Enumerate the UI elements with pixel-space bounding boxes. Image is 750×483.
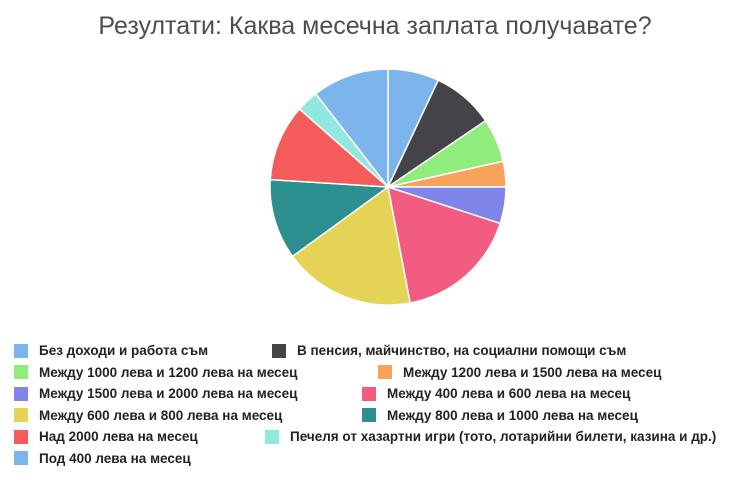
legend-item[interactable]: Между 600 лева и 800 лева на месец	[14, 408, 282, 423]
legend-label: Между 800 лева и 1000 лева на месец	[387, 407, 638, 423]
legend-swatch	[14, 429, 28, 444]
legend-item[interactable]: Без доходи и работа съм	[14, 343, 208, 358]
legend-label: Между 400 лева и 600 лева на месец	[387, 386, 631, 401]
legend-item[interactable]: Печеля от хазартни игри (тото, лотарийни…	[265, 429, 716, 444]
legend-item[interactable]: Между 1000 лева и 1200 лева на месец	[14, 365, 297, 380]
legend-item[interactable]: В пенсия, майчинство, на социални помощи…	[272, 343, 626, 358]
legend-swatch	[362, 386, 376, 401]
pie-slice[interactable]	[314, 68, 389, 190]
pie-slice[interactable]	[269, 178, 391, 258]
legend-label: Между 600 лева и 800 лева на месец	[39, 407, 283, 423]
legend-label: Над 2000 лева на месец	[39, 429, 198, 444]
legend-swatch	[14, 408, 28, 422]
legend-label: Между 1200 лева и 1500 лева на месец	[403, 364, 662, 380]
legend-swatch	[14, 365, 28, 379]
legend-item[interactable]: Между 1500 лева и 2000 лева на месец	[14, 386, 297, 401]
legend-swatch	[14, 343, 28, 358]
legend-swatch	[362, 408, 376, 422]
legend-label: Между 1000 лева и 1200 лева на месец	[39, 364, 298, 380]
legend-label: Между 1500 лева и 2000 лева на месец	[39, 386, 298, 401]
legend-swatch	[14, 451, 28, 465]
legend-item[interactable]: Над 2000 лева на месец	[14, 429, 198, 444]
legend-label: Печеля от хазартни игри (тото, лотарийни…	[290, 429, 717, 444]
legend-swatch	[265, 429, 279, 444]
legend-label: Без доходи и работа съм	[39, 343, 209, 358]
legend-item[interactable]: Между 1200 лева и 1500 лева на месец	[378, 365, 661, 380]
pie-slice[interactable]	[269, 107, 391, 188]
pie-slice[interactable]	[291, 185, 411, 306]
legend-swatch	[272, 343, 286, 358]
legend-item[interactable]: Между 800 лева и 1000 лева на месец	[362, 408, 638, 423]
chart-title: Резултати: Каква месечна заплата получав…	[98, 12, 652, 40]
legend-swatch	[14, 386, 28, 401]
pie-slice[interactable]	[387, 185, 502, 304]
legend-swatch	[378, 365, 392, 379]
legend-label: В пенсия, майчинство, на социални помощи…	[297, 343, 627, 358]
legend-label: Под 400 лева на месец	[39, 450, 191, 466]
legend-item[interactable]: Между 400 лева и 600 лева на месец	[362, 386, 630, 401]
legend-item[interactable]: Под 400 лева на месец	[14, 451, 191, 466]
